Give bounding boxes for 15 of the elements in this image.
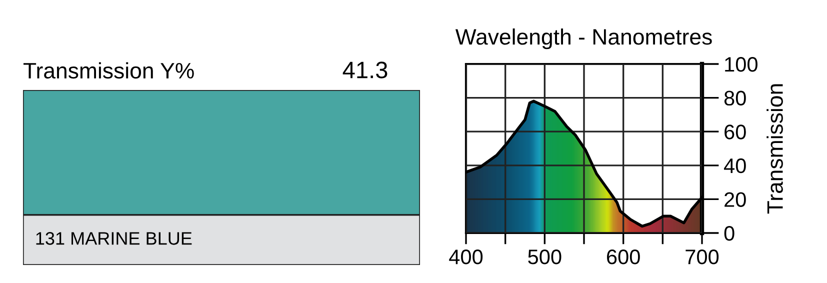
x-tick-label: 600 bbox=[607, 250, 640, 264]
x-tick-label: 400 bbox=[449, 250, 483, 264]
y-axis-title: Transmission bbox=[766, 84, 783, 214]
text: 41.3 bbox=[342, 62, 388, 78]
y-tick-label: 100 bbox=[725, 57, 758, 72]
y-tick-label: 40 bbox=[724, 158, 746, 174]
y-tick-label: 80 bbox=[724, 90, 746, 106]
chart-title: Wavelength - Nanometres bbox=[455, 28, 712, 50]
text: Transmission Y% bbox=[24, 62, 194, 79]
text: 131 MARINE BLUE bbox=[36, 232, 192, 245]
y-tick-label: 20 bbox=[724, 192, 746, 207]
y-tick-label: 60 bbox=[724, 124, 746, 140]
y-tick-label: 0 bbox=[724, 226, 734, 241]
x-tick-label: 500 bbox=[528, 250, 562, 264]
x-tick-label: 700 bbox=[686, 250, 719, 264]
